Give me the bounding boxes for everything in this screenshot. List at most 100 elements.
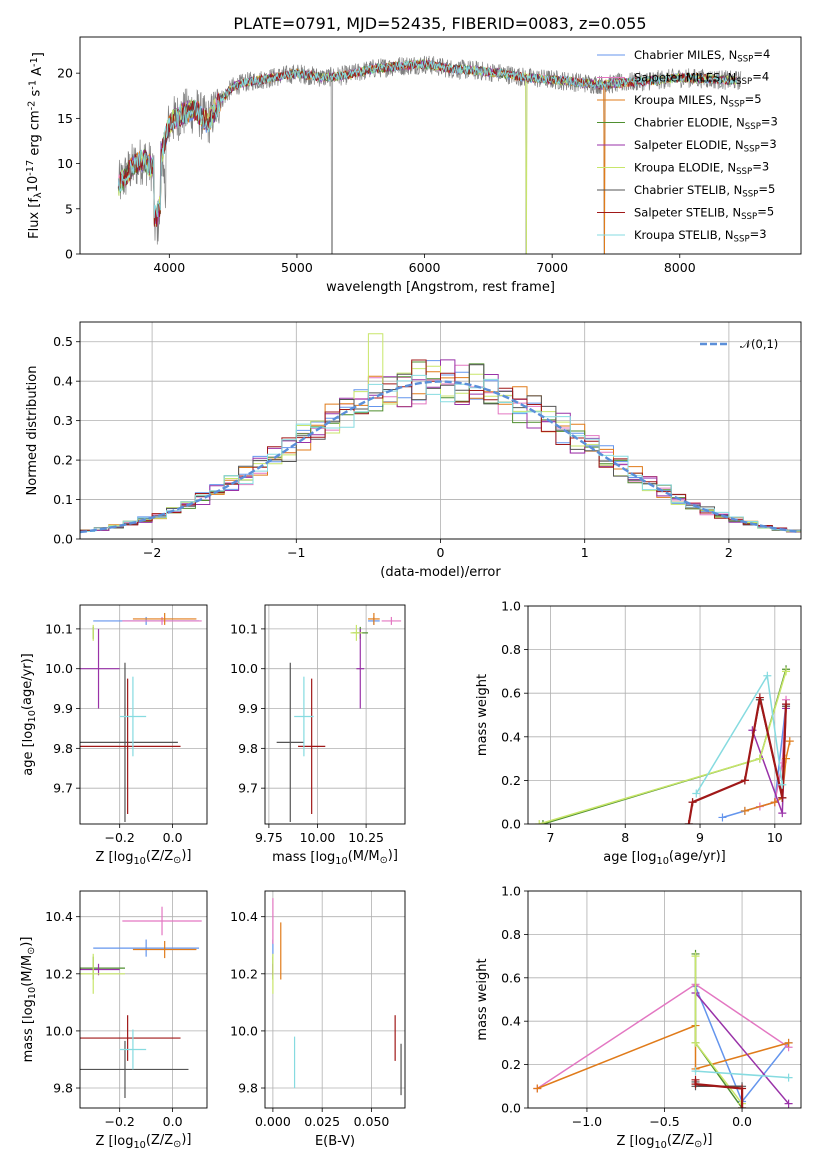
subplot-5: 7 8 9 10 0.0 0.2 0.4 0.6 0.8 1.0 age [log10​(age/y… (475, 599, 802, 867)
model-spectrum-kroupa-stelib (117, 59, 738, 219)
subplot-7: 0.000 0.025 0.050 9.8 10.0 10.2 10.4 E(B-V) (230, 890, 406, 1149)
y-tick-label: 0.4 (501, 729, 521, 744)
x-tick-label: 0.0 (732, 1114, 752, 1129)
legend-label: Salpeter ELODIE, NSSP​=3 (634, 137, 777, 154)
data-point (132, 940, 197, 959)
y-tick-label: 5 (65, 201, 73, 216)
plot-area (272, 898, 402, 1096)
y-tick-label: 9.8 (53, 741, 73, 756)
y-tick-label: 0.4 (501, 1014, 521, 1029)
point-marker (691, 1038, 700, 1047)
x-tick-label: 0.050 (354, 1114, 390, 1129)
x-axis-label: wavelength [Angstrom, rest frame] (326, 280, 555, 295)
point-marker (784, 1099, 793, 1108)
y-tick-label: 0.8 (501, 927, 521, 942)
point-marker (688, 798, 697, 807)
data-point (122, 616, 202, 625)
data-point (122, 906, 202, 936)
plot-area (117, 55, 742, 254)
y-tick-label: 0.4 (53, 374, 73, 389)
x-axis-label: Z [log10​(Z/Z⊙​)] (96, 1132, 192, 1151)
series-line (694, 956, 743, 1105)
x-axis-label: mass [log10​(M/M⊙​)] (272, 848, 398, 867)
x-axis-label: Z [log10​(Z/Z⊙​)] (96, 848, 192, 867)
y-tick-label: 10.0 (230, 661, 258, 676)
y-tick-label: 0.8 (501, 642, 521, 657)
x-axis-label: Z [log10​(Z/Z⊙​)] (617, 1132, 713, 1151)
y-tick-label: 10.1 (230, 621, 258, 636)
legend-label: Salpeter STELIB, NSSP​=5 (634, 205, 774, 222)
data-point (80, 678, 181, 815)
y-tick-label: 0.0 (501, 1101, 521, 1116)
y-tick-label: 15 (57, 111, 73, 126)
y-axis-label: mass weight (475, 958, 490, 1040)
figure-title: PLATE=0791, MJD=52435, FIBERID=0083, z=0… (233, 14, 646, 33)
y-tick-label: 0.2 (501, 1057, 521, 1072)
point-marker (691, 1067, 700, 1076)
point-marker (784, 1038, 793, 1047)
series-line (542, 668, 787, 824)
histogram-kroupa-stelib (80, 374, 801, 532)
y-tick-label: 1.0 (501, 884, 521, 899)
point-marker (755, 693, 764, 702)
y-axis-label: Normed distribution (25, 366, 40, 496)
axes-frame (527, 605, 802, 825)
data-point (368, 612, 380, 625)
point-marker (782, 667, 791, 676)
x-axis-label: age [log10​(age/yr)] (603, 849, 726, 867)
y-tick-label: 9.8 (238, 1081, 258, 1096)
y-tick-label: 0.0 (501, 817, 521, 832)
point-marker (763, 671, 772, 680)
axes-frame (264, 604, 406, 825)
x-tick-label: 6000 (409, 260, 441, 275)
y-tick-label: 0.1 (53, 492, 73, 507)
x-tick-label: 5000 (281, 260, 313, 275)
point-marker (738, 1084, 747, 1093)
plot-area (276, 612, 402, 823)
point-marker (782, 700, 791, 709)
subplot-4: 9.75 10.00 10.25 9.7 9.8 9.9 10.0 10.1 mass [log… (230, 604, 406, 867)
x-tick-label: 0.0 (163, 1114, 183, 1129)
y-tick-label: 10.2 (45, 966, 73, 981)
series-line (538, 671, 787, 824)
point-marker (778, 809, 787, 818)
x-tick-label: 0.000 (255, 1114, 291, 1129)
plot-area (535, 665, 794, 824)
legend-label: Salpeter MILES, NSSP​=4 (634, 70, 769, 87)
point-marker (770, 798, 779, 807)
y-tick-label: 10.2 (230, 966, 258, 981)
x-tick-label: −1.0 (572, 1114, 602, 1129)
point-marker (778, 780, 787, 789)
x-tick-label: −2 (143, 545, 161, 560)
point-marker (784, 1073, 793, 1082)
x-tick-label: 2 (725, 545, 733, 560)
y-axis-label: Flux [fλ​10-17​ erg cm-2​ s-1​ A-1​] (25, 52, 46, 239)
y-tick-label: 0.2 (53, 453, 73, 468)
normal-curve (80, 380, 799, 534)
y-tick-label: 9.9 (238, 701, 258, 716)
data-point (350, 624, 363, 641)
axes-frame (79, 890, 208, 1109)
data-point (132, 612, 197, 625)
subplot-3: −0.2 0.0 9.7 9.8 9.9 10.0 10.1 Z [log10​(Z/Z⊙​)… (20, 604, 208, 867)
y-tick-label: 0.3 (53, 413, 73, 428)
x-tick-label: −0.2 (105, 1114, 135, 1129)
point-marker (691, 1080, 700, 1089)
y-tick-label: 20 (57, 66, 73, 81)
point-marker (740, 806, 749, 815)
histogram-salpeter-stelib (80, 359, 801, 532)
y-tick-label: 10.4 (230, 909, 258, 924)
y-tick-label: 10.0 (230, 1023, 258, 1038)
series-line (694, 992, 790, 1105)
data-point (80, 953, 125, 994)
x-tick-label: 7 (546, 830, 554, 845)
data-point (80, 1040, 189, 1099)
x-tick-label: −0.2 (105, 830, 135, 845)
data-point (80, 662, 178, 823)
legend-label: Kroupa ELODIE, NSSP​=3 (634, 160, 769, 177)
x-tick-label: 8 (621, 830, 629, 845)
plot-area (533, 949, 793, 1108)
series-line (687, 697, 788, 824)
data-point (276, 662, 304, 823)
